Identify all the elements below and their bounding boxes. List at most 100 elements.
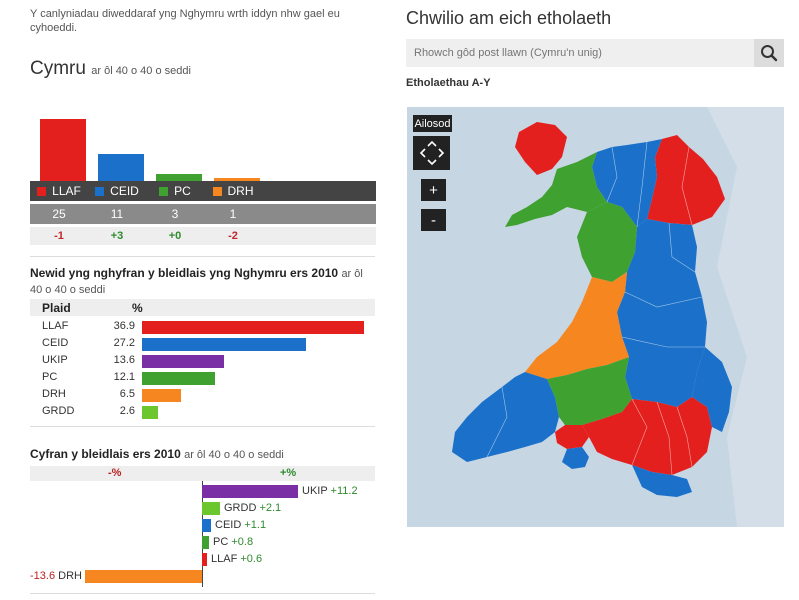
search-button[interactable] (754, 39, 784, 67)
constituency-region[interactable] (515, 122, 567, 175)
vote-share-table-header: Plaid % (30, 299, 375, 316)
constituency-borders (486, 141, 705, 476)
party-name: UKIP (42, 354, 68, 366)
swing-value: +11.2 (330, 485, 358, 497)
postcode-search-input[interactable] (406, 39, 754, 67)
swing-bar (202, 519, 211, 532)
party-name: DRH (42, 388, 66, 400)
seat-count: 1 (229, 207, 237, 221)
divider (30, 593, 375, 594)
divider (30, 426, 375, 427)
column-party: Plaid (42, 301, 71, 315)
constituency-region[interactable] (692, 347, 732, 432)
party-name: GRDD (42, 405, 75, 417)
party-name: PC (42, 371, 58, 383)
swing-value: +1.1 (244, 519, 267, 531)
swing-bar (85, 570, 202, 583)
pan-arrows-icon (419, 140, 444, 166)
constituency-region[interactable] (505, 152, 607, 227)
vote-share-row: CEID 27.2 (30, 336, 375, 352)
constituency-region[interactable] (555, 425, 589, 449)
constituency-region[interactable] (577, 202, 637, 282)
party-color-swatch (95, 186, 105, 196)
party-name: LLAF (211, 553, 238, 565)
party-cell: CEID (88, 181, 146, 201)
seat-change: +0 (168, 230, 182, 242)
constituency-region[interactable] (592, 139, 662, 227)
vote-share-row: LLAF 36.9 (30, 319, 375, 335)
party-cell: PC (146, 181, 204, 201)
party-name: CEID (215, 519, 242, 531)
seat-bar (98, 154, 144, 181)
seat-change: -2 (228, 230, 238, 242)
constituency-region[interactable] (647, 135, 725, 225)
wales-map (452, 107, 784, 527)
swing-label: UKIP +11.2 (302, 485, 358, 497)
vote-share-row: GRDD 2.6 (30, 404, 375, 420)
party-name: UKIP (302, 485, 328, 497)
party-name: DRH (227, 184, 254, 198)
party-name: LLAF (52, 184, 81, 198)
swing-bar (202, 485, 298, 498)
map-reset-button[interactable]: Ailosod (413, 115, 452, 132)
vote-share-value: 2.6 (119, 405, 135, 417)
constituency-region[interactable] (547, 357, 632, 425)
vote-share-value: 13.6 (113, 354, 135, 366)
constituency-map[interactable]: Ailosod + - (407, 107, 784, 527)
party-color-swatch (159, 186, 169, 196)
england-land (707, 107, 784, 527)
constituency-region[interactable] (452, 372, 559, 462)
intro-text: Y canlyniadau diweddaraf yng Nghymru wrt… (30, 8, 340, 34)
party-color-swatch (212, 186, 222, 196)
search-title: Chwilio am eich etholaeth (406, 8, 612, 28)
zoom-out-button[interactable]: - (421, 209, 446, 231)
swing-label: CEID +1.1 (215, 519, 266, 531)
swing-label: -13.6 DRH (30, 570, 82, 582)
seat-change-row: -1 +3 +0 -2 (30, 227, 376, 245)
vote-share-value: 6.5 (119, 388, 135, 400)
party-name: PC (174, 184, 191, 198)
swing-value: +0.8 (231, 536, 254, 548)
vote-share-value: 36.9 (113, 320, 135, 332)
seat-bar (40, 119, 86, 181)
swing-label: GRDD +2.1 (224, 502, 281, 514)
party-cell: LLAF (30, 181, 88, 201)
swing-bar (202, 553, 207, 566)
seats-heading: Cymru ar ôl 40 o 40 o seddi (30, 58, 191, 80)
seat-count: 11 (110, 207, 124, 221)
seat-bar (214, 178, 260, 181)
vote-share-row: PC 12.1 (30, 370, 375, 386)
column-percent: % (132, 301, 143, 315)
vote-share-bar (142, 389, 181, 402)
search-icon (761, 45, 778, 62)
seat-count: 3 (171, 207, 179, 221)
constituencies-link[interactable]: Etholaethau A-Y (406, 77, 491, 89)
swing-header: -% +% (30, 466, 375, 481)
map-pan-control[interactable] (413, 136, 450, 170)
party-name: PC (213, 536, 229, 548)
seats-subtitle: ar ôl 40 o 40 o seddi (91, 65, 191, 77)
swing-value: +2.1 (259, 502, 282, 514)
constituency-region[interactable] (617, 219, 707, 407)
vote-share-bar (142, 372, 215, 385)
seat-change: -1 (54, 230, 64, 242)
swing-negative-label: -% (108, 467, 122, 479)
zoom-in-button[interactable]: + (421, 179, 446, 201)
constituency-region[interactable] (632, 465, 692, 497)
vote-share-bar (142, 338, 306, 351)
party-name: DRH (58, 570, 82, 582)
vote-share-bar (142, 321, 364, 334)
party-name: GRDD (224, 502, 257, 514)
constituency-region[interactable] (562, 447, 589, 469)
swing-positive-label: +% (280, 467, 297, 479)
vote-share-row: UKIP 13.6 (30, 353, 375, 369)
vote-share-row: DRH 6.5 (30, 387, 375, 403)
party-name: CEID (42, 337, 69, 349)
constituency-region[interactable] (525, 272, 629, 379)
vote-share-value: 27.2 (113, 337, 135, 349)
constituency-region[interactable] (582, 397, 712, 475)
divider (30, 256, 375, 257)
swing-label: LLAF +0.6 (211, 553, 262, 565)
vote-share-bar (142, 406, 158, 419)
party-color-swatch (37, 186, 47, 196)
